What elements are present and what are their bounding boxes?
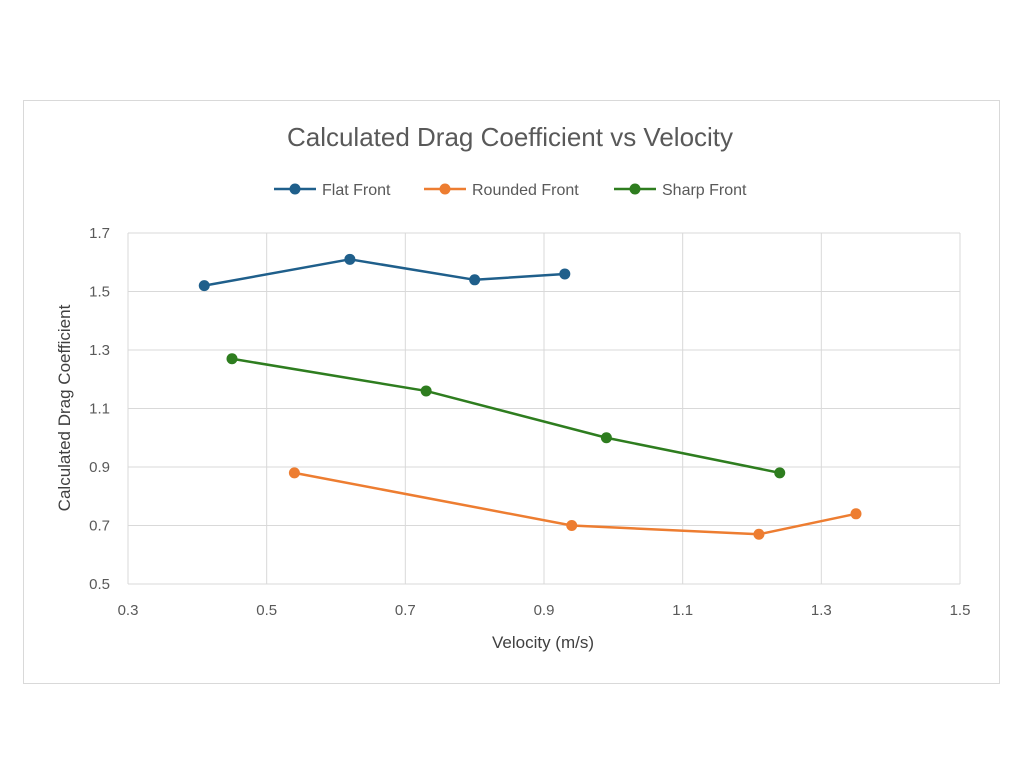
data-point (420, 385, 432, 397)
legend-label: Rounded Front (472, 182, 579, 199)
legend-item: Rounded Front (424, 182, 579, 199)
legend-item: Flat Front (274, 182, 391, 199)
x-tick-label: 1.3 (811, 602, 832, 619)
y-tick-label: 1.1 (89, 401, 110, 418)
y-tick-label: 0.9 (89, 459, 110, 476)
series-line (231, 357, 780, 475)
x-tick-label: 0.9 (534, 602, 555, 619)
data-point (566, 520, 578, 531)
series-layer (198, 253, 862, 540)
y-tick-label: 1.7 (89, 225, 110, 242)
tick-labels: 0.5 0.7 0.9 1.1 1.3 1.5 1.7 0.3 0.5 0.7 0.9 1.1 1.3 1… (89, 225, 970, 619)
data-point (600, 432, 612, 444)
legend-marker (629, 183, 641, 195)
chart-title: Calculated Drag Coefficient vs Velocity (287, 122, 733, 152)
y-tick-label: 1.3 (89, 342, 110, 359)
legend-marker (439, 183, 451, 195)
data-point (344, 253, 356, 265)
series-sharp-front (226, 353, 786, 479)
data-point (774, 467, 786, 479)
x-tick-label: 0.7 (395, 602, 416, 619)
x-axis-title: Velocity (m/s) (492, 633, 594, 652)
legend-marker (289, 183, 301, 195)
data-point (559, 268, 571, 280)
data-point (753, 528, 765, 540)
x-tick-label: 1.5 (950, 602, 971, 619)
legend-item: Sharp Front (614, 182, 747, 199)
data-point (469, 274, 481, 286)
x-tick-label: 0.5 (256, 602, 277, 619)
x-tick-label: 0.3 (118, 602, 139, 619)
legend-label: Flat Front (322, 182, 391, 199)
data-point (226, 353, 238, 365)
legend-label: Sharp Front (662, 182, 747, 199)
series-flat-front (198, 253, 571, 292)
series-rounded-front (288, 467, 862, 540)
x-tick-label: 1.1 (672, 602, 693, 619)
y-tick-label: 0.5 (89, 576, 110, 593)
data-point (198, 280, 210, 292)
y-axis-title: Calculated Drag Coefficient (55, 304, 74, 511)
y-tick-label: 0.7 (89, 518, 110, 535)
data-point (850, 508, 862, 520)
gridlines (127, 232, 961, 585)
y-tick-label: 1.5 (89, 284, 110, 301)
chart-frame (23, 100, 1000, 684)
data-point (288, 467, 300, 479)
series-line (204, 258, 565, 287)
legend: Flat Front Rounded Front Sharp Front (274, 182, 747, 199)
series-line (294, 471, 857, 536)
